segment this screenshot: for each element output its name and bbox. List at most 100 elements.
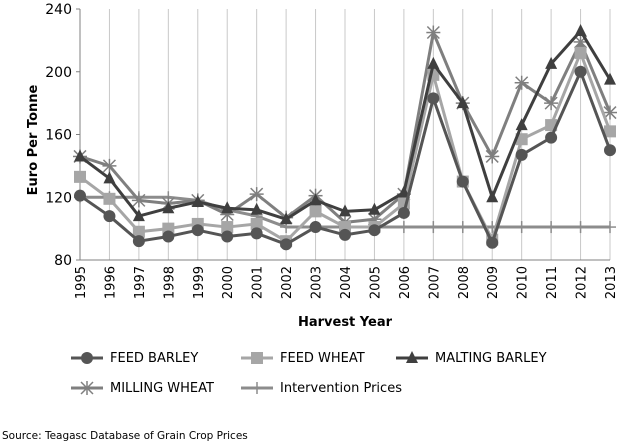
- data-point-feed-wheat: [221, 221, 234, 234]
- data-point-malting-barley: [456, 96, 469, 109]
- data-point-intervention-prices: [545, 221, 558, 234]
- x-tick-label: 2002: [280, 266, 295, 299]
- data-point-milling-wheat: [131, 193, 146, 208]
- data-point-feed-barley: [221, 230, 234, 243]
- data-point-malting-barley: [132, 209, 145, 222]
- data-point-feed-barley: [368, 224, 381, 237]
- data-point-milling-wheat: [426, 25, 441, 40]
- legend-label: FEED BARLEY: [110, 350, 199, 366]
- x-tick-label: 1998: [162, 266, 177, 299]
- x-tick-label: 1997: [133, 266, 148, 299]
- data-point-intervention-prices: [604, 221, 616, 234]
- data-point-malting-barley: [103, 171, 116, 184]
- data-point-intervention-prices: [574, 221, 587, 234]
- legend-item-malting-barley: MALTING BARLEY: [395, 350, 547, 366]
- data-point-feed-wheat: [574, 46, 587, 59]
- data-point-malting-barley: [250, 202, 263, 215]
- y-tick-label: 80: [54, 253, 72, 269]
- line-chart: 80 120 160 200 240 1995 1996 1997 1998 1999 2000 20…: [26, 2, 617, 330]
- data-point-malting-barley: [280, 212, 293, 225]
- source-note: Source: Teagasc Database of Grain Crop P…: [2, 430, 248, 442]
- x-tick-label: 2007: [427, 266, 442, 299]
- x-tick-label: 2013: [604, 266, 617, 299]
- legend-label: MILLING WHEAT: [110, 380, 214, 396]
- y-tick-label: 240: [45, 2, 72, 18]
- legend-item-intervention-prices: Intervention Prices: [240, 380, 402, 396]
- data-point-feed-wheat: [309, 205, 322, 218]
- data-point-feed-barley: [545, 131, 558, 144]
- legend-marker-feed-wheat: [251, 352, 263, 364]
- data-point-malting-barley: [191, 194, 204, 207]
- y-tick-label: 160: [45, 128, 72, 144]
- legend-swatch-intervention-prices: [241, 382, 273, 394]
- data-point-milling-wheat: [514, 75, 529, 90]
- x-tick-label: 2009: [486, 266, 501, 299]
- data-point-malting-barley: [74, 149, 86, 162]
- data-point-intervention-prices: [515, 221, 528, 234]
- legend-swatch-feed-barley: [71, 352, 103, 364]
- data-point-malting-barley: [574, 23, 587, 36]
- x-tick-label: 1995: [74, 266, 89, 299]
- legend-swatch-milling-wheat: [71, 381, 103, 395]
- data-point-feed-barley: [397, 206, 410, 219]
- data-point-intervention-prices: [456, 221, 469, 234]
- data-point-feed-barley: [427, 92, 440, 105]
- data-point-feed-wheat: [604, 125, 616, 138]
- legend-swatch-malting-barley: [396, 351, 428, 363]
- data-point-feed-barley: [309, 221, 322, 234]
- data-point-feed-barley: [280, 238, 293, 251]
- x-tick-label: 2011: [545, 266, 560, 299]
- data-point-intervention-prices: [397, 221, 410, 234]
- data-point-malting-barley: [162, 201, 175, 214]
- x-tick-label: 2012: [575, 266, 590, 299]
- y-tick-label: 120: [45, 190, 72, 206]
- data-point-milling-wheat: [485, 149, 500, 164]
- data-point-feed-barley: [250, 227, 263, 240]
- x-tick-label: 2004: [339, 266, 354, 299]
- data-point-malting-barley: [515, 118, 528, 131]
- x-tick-label: 2010: [516, 266, 531, 299]
- data-point-feed-wheat: [74, 170, 86, 183]
- data-point-feed-barley: [191, 224, 204, 237]
- x-tick-label: 1996: [103, 266, 118, 299]
- data-point-malting-barley: [397, 185, 410, 198]
- data-point-feed-barley: [486, 236, 499, 249]
- data-point-feed-wheat: [132, 225, 145, 238]
- data-point-feed-barley: [103, 210, 116, 223]
- x-tick-label: 2005: [368, 266, 383, 299]
- legend-label: Intervention Prices: [280, 380, 402, 396]
- data-point-feed-barley: [456, 175, 469, 188]
- data-point-malting-barley: [368, 202, 381, 215]
- x-tick-label: 2001: [251, 266, 266, 299]
- legend-label: MALTING BARLEY: [435, 350, 547, 366]
- data-point-malting-barley: [427, 56, 440, 69]
- data-point-malting-barley: [545, 56, 558, 69]
- data-point-milling-wheat: [102, 158, 117, 173]
- legend-marker-milling-wheat: [80, 381, 94, 395]
- data-point-feed-wheat: [250, 217, 263, 230]
- data-point-feed-barley: [74, 189, 86, 202]
- data-point-intervention-prices: [427, 221, 440, 234]
- data-point-feed-barley: [604, 144, 616, 157]
- x-tick-label: 2000: [221, 266, 236, 299]
- legend-label: FEED WHEAT: [280, 350, 365, 366]
- y-tick-label: 200: [45, 65, 72, 81]
- data-point-feed-barley: [339, 228, 351, 241]
- data-point-malting-barley: [486, 190, 499, 203]
- x-tick-label: 2008: [457, 266, 472, 299]
- legend-marker-malting-barley: [406, 351, 418, 363]
- legend-item-milling-wheat: MILLING WHEAT: [70, 380, 214, 396]
- data-point-milling-wheat: [249, 187, 264, 202]
- data-point-feed-wheat: [545, 119, 558, 132]
- data-point-feed-wheat: [103, 192, 116, 205]
- legend-item-feed-barley: FEED BARLEY: [70, 350, 198, 366]
- legend-item-feed-wheat: FEED WHEAT: [240, 350, 365, 366]
- data-point-feed-barley: [162, 230, 175, 243]
- y-axis-label: Euro Per Tonne: [26, 84, 41, 195]
- legend-swatch-feed-wheat: [241, 352, 273, 364]
- data-point-milling-wheat: [573, 34, 588, 49]
- x-axis-label: Harvest Year: [298, 315, 393, 330]
- data-point-milling-wheat: [544, 96, 559, 111]
- x-tick-label: 2006: [398, 266, 413, 299]
- data-point-feed-barley: [574, 65, 587, 78]
